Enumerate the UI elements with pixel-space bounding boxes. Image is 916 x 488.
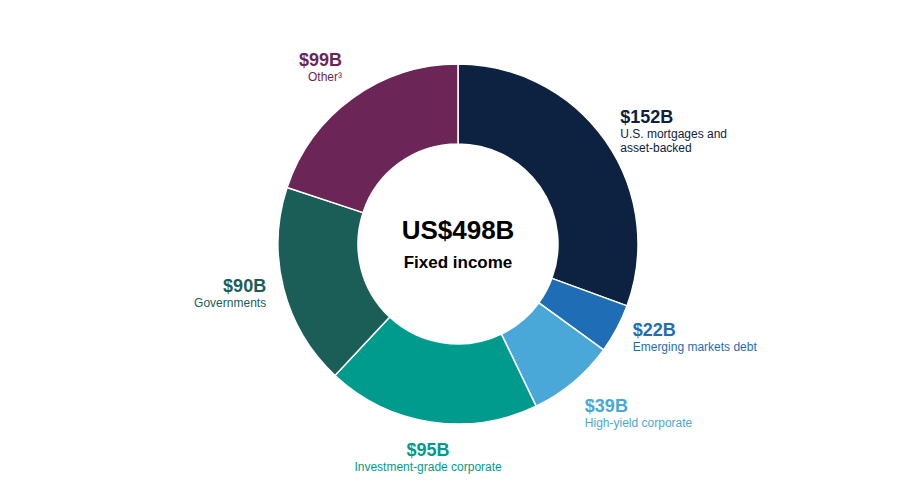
chart: US$498BFixed income$152BU.S. mortgages a…	[0, 0, 916, 488]
center-text: US$498B Fixed income	[402, 215, 515, 273]
category-label-line: U.S. mortgages and	[620, 127, 727, 141]
slice-label: $152BU.S. mortgages andasset-backed	[620, 107, 727, 155]
category-label-line: Other³	[308, 70, 342, 84]
value-label: $99B	[299, 50, 342, 70]
annotation: US$498B	[402, 215, 515, 245]
value-label: $90B	[223, 276, 266, 296]
category-label-line: Governments	[194, 296, 266, 310]
slice	[287, 64, 458, 213]
category-label-line: asset-backed	[620, 141, 691, 155]
slice-label: $95BInvestment-grade corporate	[354, 440, 502, 474]
category-label-line: Emerging markets debt	[633, 340, 758, 354]
value-label: $39B	[585, 396, 628, 416]
category-label: Governments	[194, 296, 266, 310]
value-label: $152B	[620, 107, 673, 127]
category-label: Other³	[308, 70, 342, 84]
slice-label: $22BEmerging markets debt	[633, 320, 758, 354]
category-label: Emerging markets debt	[633, 340, 758, 354]
category-label: U.S. mortgages andasset-backed	[620, 127, 727, 155]
category-label: Investment-grade corporate	[354, 460, 502, 474]
annotation: Fixed income	[404, 253, 513, 272]
category-label-line: Investment-grade corporate	[354, 460, 502, 474]
category-label: High-yield corporate	[585, 416, 693, 430]
slice-label: $39BHigh-yield corporate	[585, 396, 693, 430]
value-label: $22B	[633, 320, 676, 340]
labels: $152BU.S. mortgages andasset-backed $22BE…	[194, 50, 757, 474]
slice-label: $99BOther³	[299, 50, 342, 84]
category-label-line: High-yield corporate	[585, 416, 693, 430]
slice	[278, 188, 390, 376]
slice-label: $90BGovernments	[194, 276, 266, 310]
slices	[278, 64, 638, 424]
donut: US$498BFixed income$152BU.S. mortgages a…	[194, 50, 757, 474]
value-label: $95B	[407, 440, 450, 460]
